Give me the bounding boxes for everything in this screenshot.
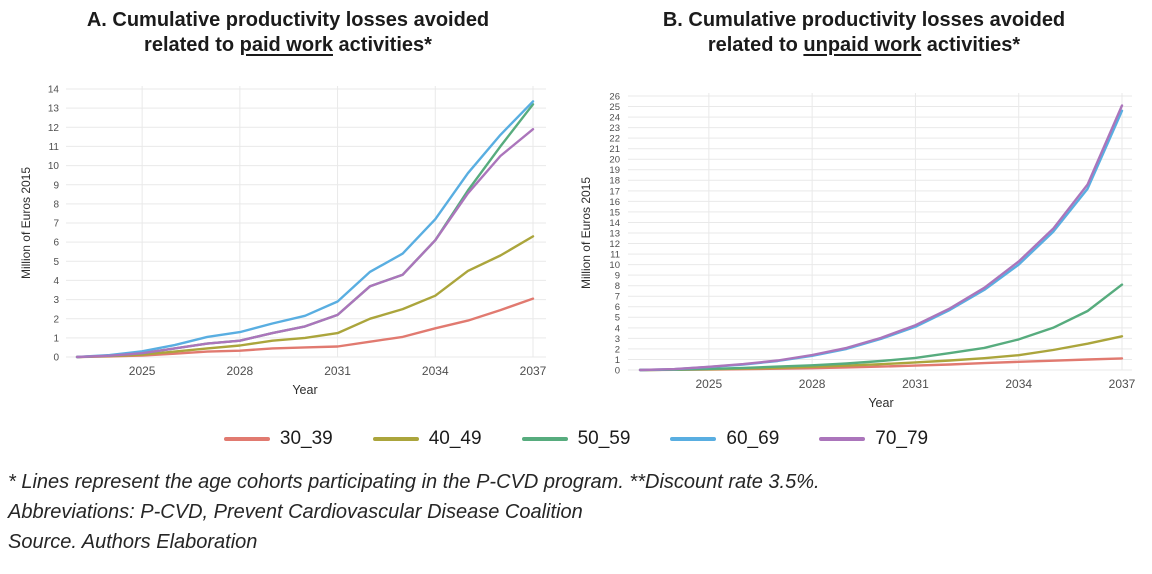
y-tick-label: 2 <box>615 344 620 355</box>
y-tick-label: 2 <box>53 314 59 325</box>
y-tick-label: 19 <box>609 165 620 176</box>
legend-item-50_59: 50_59 <box>521 428 631 450</box>
legend-swatch <box>670 437 717 441</box>
x-tick-label: 2028 <box>227 364 254 378</box>
footnote-line-3: Source. Authors Elaboration <box>8 531 258 553</box>
x-tick-label: 2037 <box>1109 377 1136 391</box>
panel-b-title-underlined: unpaid work <box>803 34 922 56</box>
legend-item-70_79: 70_79 <box>819 428 928 450</box>
y-tick-label: 12 <box>609 239 620 250</box>
y-tick-label: 5 <box>53 257 59 268</box>
y-tick-label: 17 <box>609 186 620 197</box>
panel-a-title-line1: A. Cumulative productivity losses avoide… <box>86 9 490 31</box>
y-axis-title: Million of Euros 2015 <box>579 177 593 289</box>
legend-item-60_69: 60_69 <box>670 428 779 450</box>
y-tick-label: 14 <box>609 218 620 229</box>
y-axis-title: Million of Euros 2015 <box>19 167 33 279</box>
legend-item-30_39: 30_39 <box>223 428 333 450</box>
y-tick-label: 25 <box>609 102 620 113</box>
legend-label: 70_79 <box>875 428 929 449</box>
legend-item-40_49: 40_49 <box>372 428 482 450</box>
y-tick-label: 13 <box>48 104 60 115</box>
x-tick-label: 2034 <box>422 364 449 378</box>
legend-label: 30_39 <box>279 428 333 449</box>
legend-swatch <box>372 437 419 441</box>
legend-swatch <box>223 437 270 441</box>
series-line-60_69 <box>638 109 1124 372</box>
y-tick-label: 18 <box>609 176 620 187</box>
x-tick-label: 2037 <box>520 364 547 378</box>
series-line-50_59 <box>638 283 1124 372</box>
y-tick-label: 1 <box>53 333 59 344</box>
y-tick-label: 0 <box>615 365 620 376</box>
y-tick-label: 26 <box>609 91 620 102</box>
chart-panel-b: 0123456789101112131415161718192021222324… <box>579 91 1136 410</box>
y-tick-label: 3 <box>615 334 620 345</box>
legend-label: 40_49 <box>428 428 482 449</box>
y-tick-label: 4 <box>615 323 620 334</box>
y-tick-label: 20 <box>609 155 620 166</box>
y-tick-label: 6 <box>615 302 620 313</box>
y-tick-label: 11 <box>49 142 60 153</box>
legend-label: 60_69 <box>726 428 780 449</box>
y-tick-label: 9 <box>53 180 59 191</box>
y-tick-label: 7 <box>53 219 59 230</box>
x-tick-label: 2025 <box>696 377 723 391</box>
y-tick-label: 15 <box>609 207 620 218</box>
x-tick-label: 2025 <box>129 364 156 378</box>
y-tick-label: 9 <box>615 271 620 282</box>
y-tick-label: 7 <box>615 292 620 303</box>
footnotes: * Lines represent the age cohorts partic… <box>8 467 1138 557</box>
panel-b-title-line1: B. Cumulative productivity losses avoide… <box>662 9 1066 31</box>
y-tick-label: 5 <box>615 313 620 324</box>
y-tick-label: 10 <box>609 260 620 271</box>
series-line-30_39 <box>75 297 535 359</box>
y-tick-label: 14 <box>48 85 60 96</box>
y-tick-label: 3 <box>53 295 59 306</box>
series-line-40_49 <box>75 235 535 359</box>
y-tick-label: 21 <box>609 144 620 155</box>
x-tick-label: 2031 <box>902 377 929 391</box>
panel-b-title: B. Cumulative productivity losses avoide… <box>662 9 1066 56</box>
series-line-40_49 <box>638 335 1124 372</box>
x-tick-label: 2034 <box>1005 377 1032 391</box>
panel-a-title: A. Cumulative productivity losses avoide… <box>86 9 490 56</box>
legend-swatch <box>521 437 568 441</box>
series-line-70_79 <box>638 104 1124 372</box>
y-tick-label: 10 <box>48 161 60 172</box>
y-tick-label: 12 <box>48 123 60 134</box>
x-tick-label: 2031 <box>324 364 351 378</box>
y-tick-label: 16 <box>609 197 620 208</box>
y-tick-label: 22 <box>609 134 620 145</box>
chart-legend: 30_39 40_49 50_59 60_69 70_79 <box>0 428 1152 450</box>
y-tick-label: 6 <box>53 238 59 249</box>
y-tick-label: 8 <box>615 281 620 292</box>
legend-label: 50_59 <box>577 428 631 449</box>
y-tick-label: 24 <box>609 112 620 123</box>
x-tick-label: 2028 <box>799 377 826 391</box>
y-tick-label: 23 <box>609 123 620 134</box>
y-tick-label: 1 <box>615 355 620 366</box>
x-axis-title: Year <box>292 383 317 397</box>
legend-swatch <box>819 437 866 441</box>
footnote-line-1: * Lines represent the age cohorts partic… <box>8 471 820 493</box>
y-tick-label: 11 <box>610 249 620 260</box>
y-tick-label: 4 <box>53 276 59 287</box>
series-line-70_79 <box>75 128 535 359</box>
panel-a-title-underlined: paid work <box>239 34 333 56</box>
y-tick-label: 13 <box>609 228 620 239</box>
y-tick-label: 8 <box>53 199 59 210</box>
y-tick-label: 0 <box>53 353 59 364</box>
x-axis-title: Year <box>868 396 893 410</box>
series-line-60_69 <box>75 100 535 359</box>
footnote-line-2: Abbreviations: P-CVD, Prevent Cardiovasc… <box>8 501 583 523</box>
